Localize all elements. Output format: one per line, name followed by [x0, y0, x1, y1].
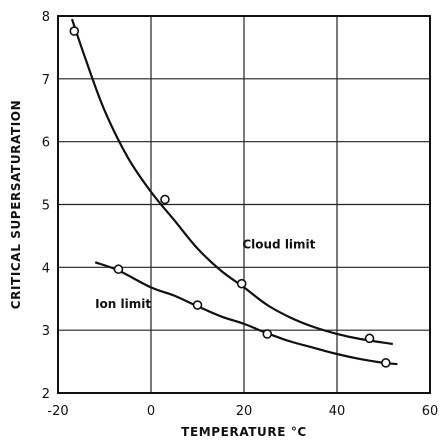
x-tick-label: -20: [47, 404, 68, 419]
grid-lines: [57, 15, 431, 394]
y-tick-label: 8: [42, 10, 50, 25]
y-tick-label: 3: [42, 324, 50, 339]
ion-limit-point: [381, 358, 391, 368]
y-tick-label: 5: [42, 199, 50, 214]
curve-label-ion-limit: Ion limit: [95, 297, 151, 311]
x-tick-label: 0: [147, 404, 155, 419]
y-axis-label: CRITICAL SUPERSATURATION: [9, 100, 23, 310]
cloud-limit-point: [69, 26, 80, 36]
cloud-limit-point: [160, 194, 170, 205]
y-tick-label: 7: [42, 73, 50, 88]
ion-limit-point: [192, 300, 203, 310]
x-tick-label: 40: [329, 404, 346, 419]
curve-labels: Cloud limit Ion limit: [95, 237, 316, 311]
y-tick-label: 6: [42, 136, 50, 151]
curve-label-cloud-limit: Cloud limit: [242, 237, 315, 251]
ion-limit-curve: [94, 261, 398, 366]
ion-limit-point: [262, 329, 273, 339]
x-tick-label: 60: [422, 404, 439, 419]
plot-frame: [57, 15, 431, 394]
x-axis-label: TEMPERATURE °C: [181, 425, 307, 439]
series-curves: [70, 18, 398, 366]
cloud-limit-curve: [70, 18, 393, 346]
cloud-limit-point: [364, 333, 375, 344]
data-points: [69, 26, 391, 368]
tick-labels: -20 0 20 40 60 2 3 4 5 6 7 8: [42, 10, 439, 419]
y-tick-label: 4: [42, 261, 50, 276]
x-tick-label: 20: [236, 404, 253, 419]
ion-limit-point: [113, 264, 124, 275]
y-tick-label: 2: [42, 387, 50, 402]
cloud-limit-point: [236, 278, 247, 289]
